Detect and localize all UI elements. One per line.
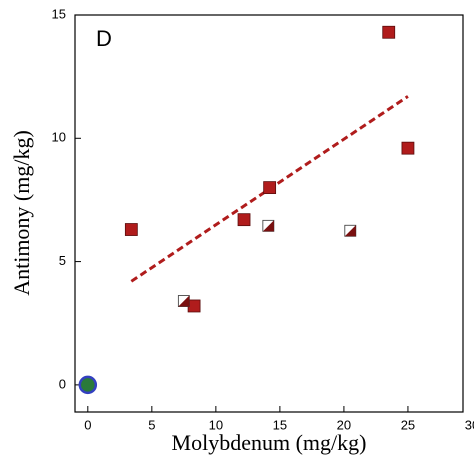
x-tick-label: 5 (148, 417, 155, 432)
data-point (124, 223, 138, 236)
x-tick-label: 0 (84, 417, 91, 432)
plot-frame (74, 14, 464, 413)
y-tick-label: 0 (59, 376, 66, 391)
data-point (237, 213, 251, 227)
y-tick-label: 5 (59, 253, 66, 268)
data-point (263, 181, 277, 195)
y-tick-label: 15 (52, 6, 66, 21)
x-axis-label: Molybdenum (mg/kg) (172, 430, 367, 455)
panel-label: D (96, 26, 112, 51)
x-tick-label: 15 (273, 417, 287, 432)
data-point (187, 299, 201, 313)
data-point (262, 219, 275, 232)
y-tick-label: 10 (52, 130, 66, 145)
x-tick-label: 30 (465, 417, 474, 432)
x-tick-label: 10 (209, 417, 223, 432)
data-point (344, 224, 357, 237)
marker-half (344, 225, 356, 237)
data-point (382, 25, 396, 39)
data-point (78, 375, 98, 395)
marker-half (262, 220, 274, 232)
data-point (177, 295, 190, 307)
x-tick-label: 20 (337, 417, 351, 432)
data-point (401, 141, 415, 155)
y-axis-label: Antimony (mg/kg) (9, 130, 34, 296)
x-tick-label: 25 (401, 417, 415, 432)
marker-half (178, 295, 190, 307)
